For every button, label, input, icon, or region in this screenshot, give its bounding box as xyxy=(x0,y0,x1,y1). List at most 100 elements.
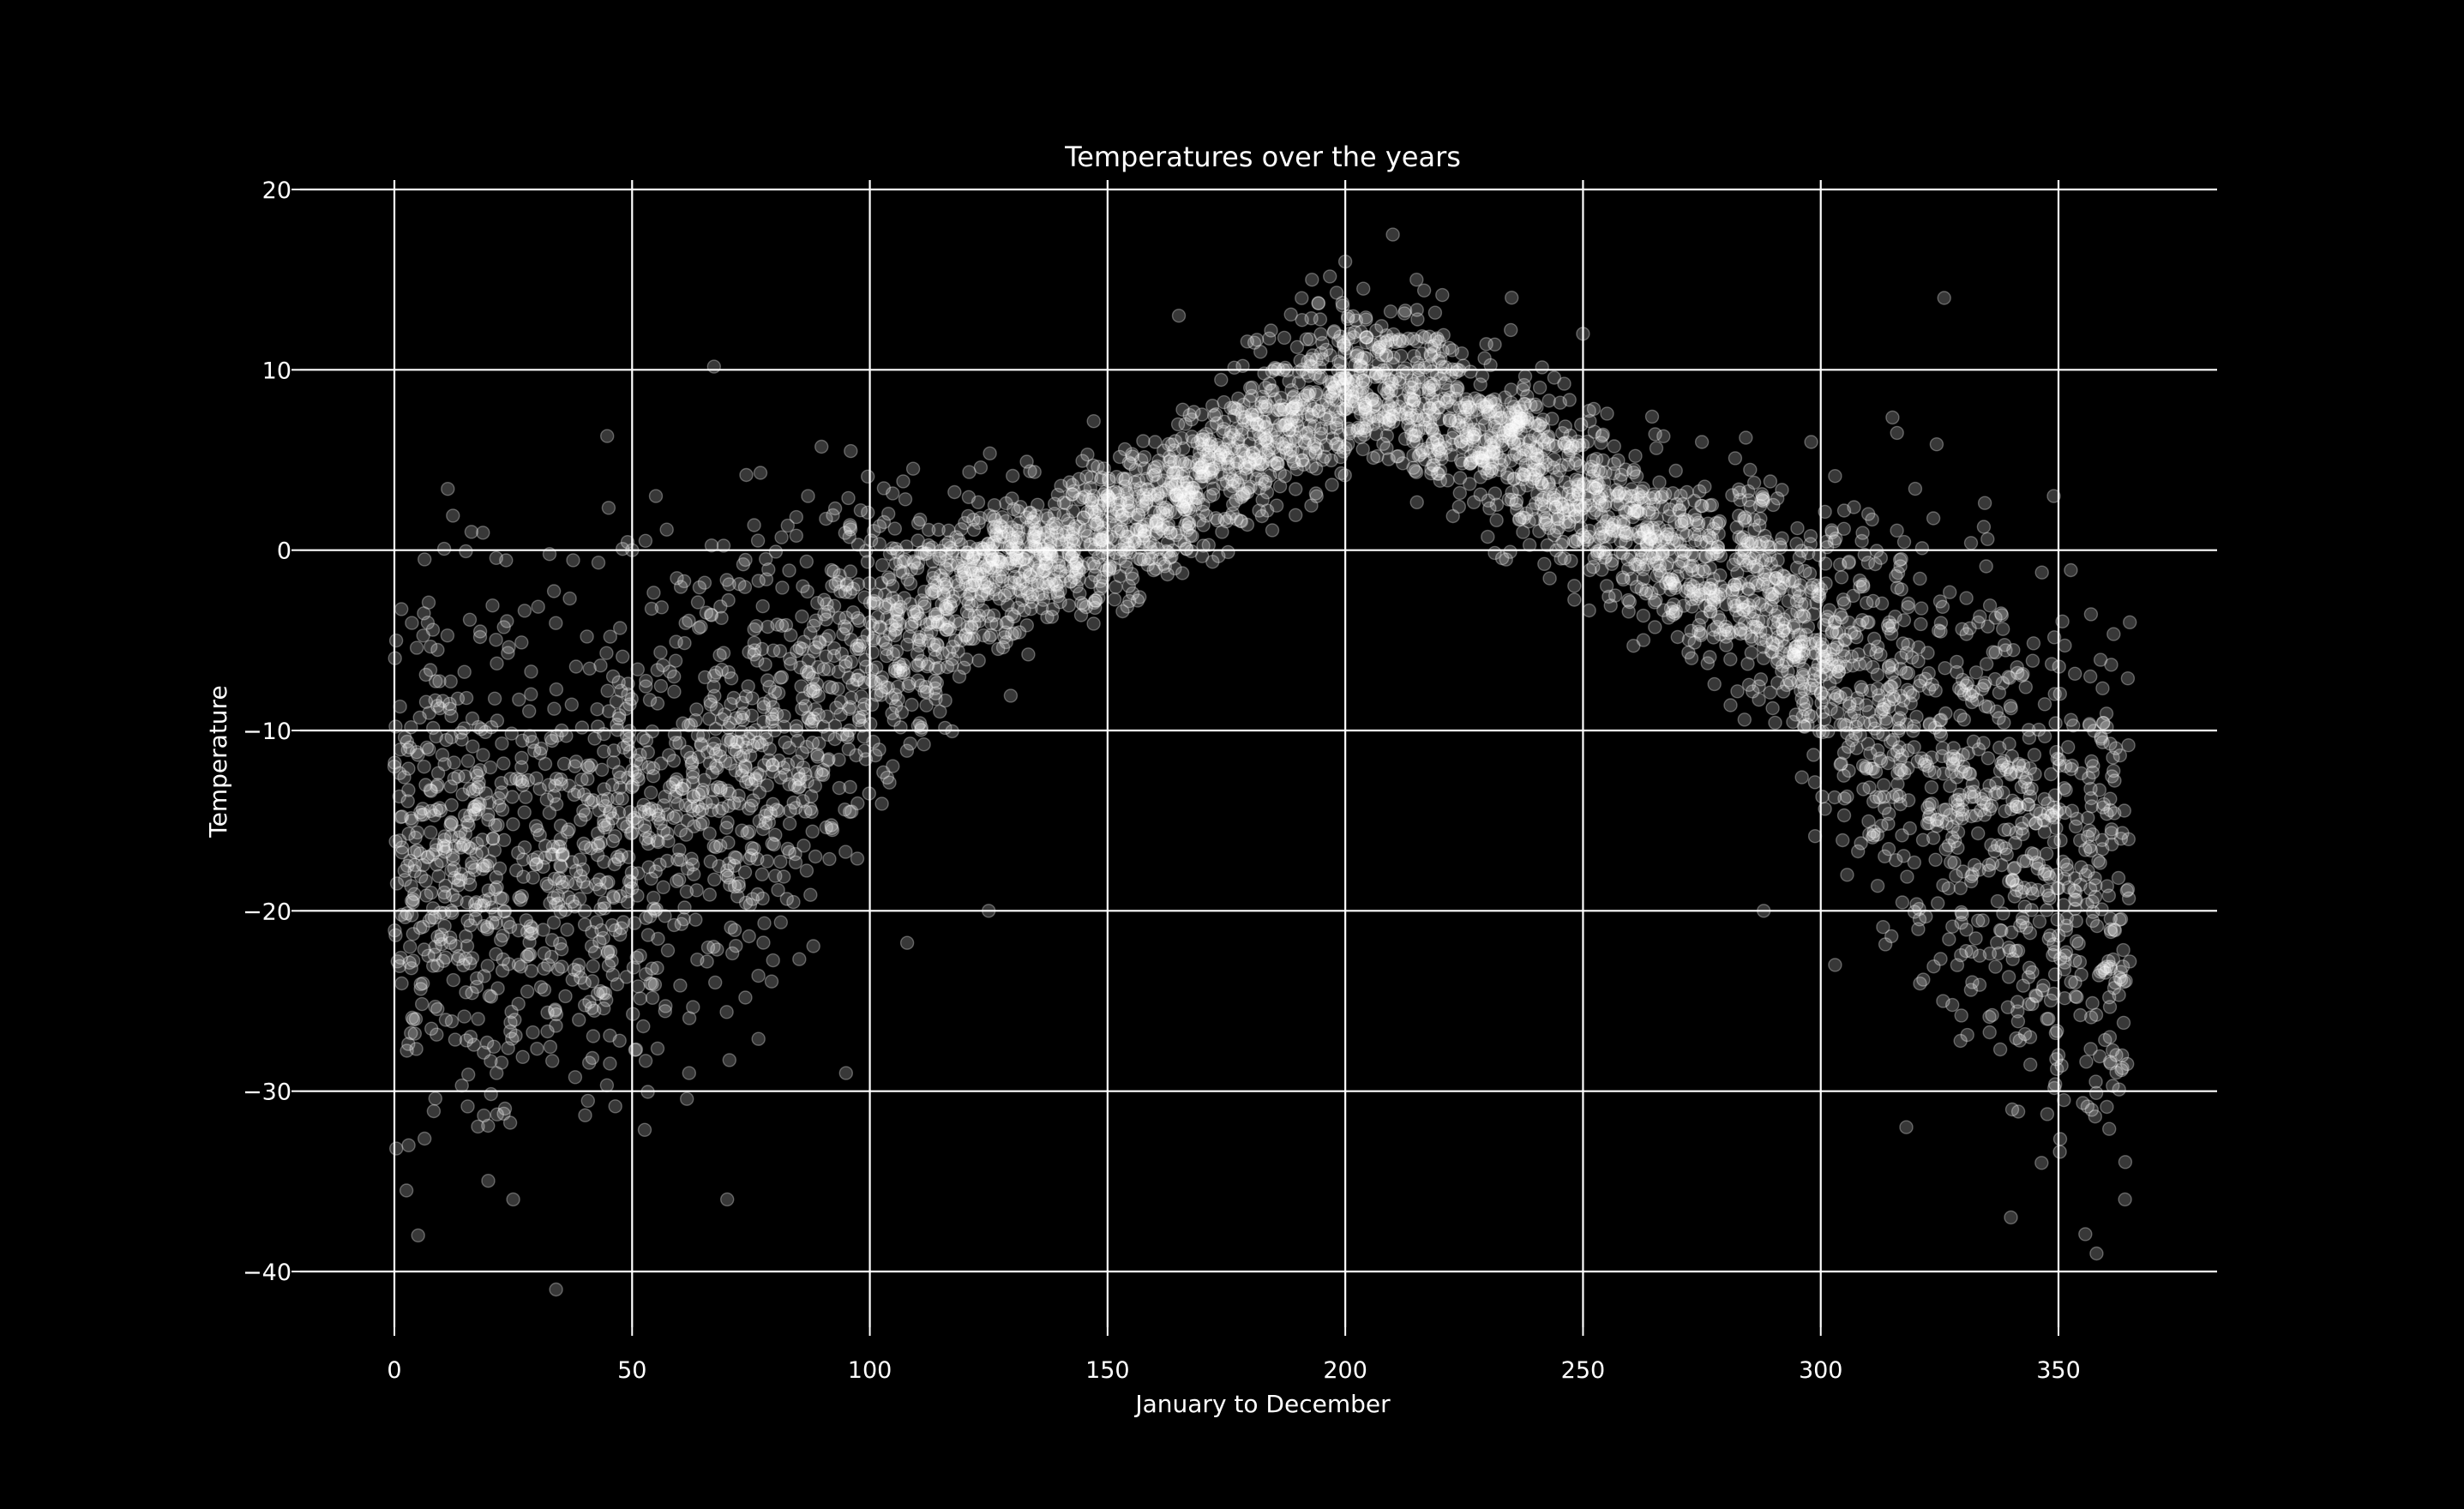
scatter-point xyxy=(1818,504,1832,520)
scatter-point xyxy=(1483,449,1499,464)
scatter-point xyxy=(1194,407,1210,422)
scatter-point xyxy=(668,790,682,804)
scatter-point xyxy=(1534,492,1549,508)
scatter-point xyxy=(401,783,416,797)
scatter-point xyxy=(926,637,941,652)
scatter-point xyxy=(429,803,444,817)
scatter-point xyxy=(945,652,960,666)
scatter-point xyxy=(861,469,875,484)
scatter-point xyxy=(606,890,621,905)
scatter-point xyxy=(1506,436,1522,451)
scatter-point xyxy=(1161,517,1176,532)
scatter-point xyxy=(1980,751,1996,766)
scatter-point xyxy=(2098,1032,2112,1048)
scatter-point xyxy=(2104,658,2118,672)
scatter-point xyxy=(1301,369,1316,383)
scatter-point xyxy=(1822,676,1837,691)
scatter-point xyxy=(957,660,971,675)
scatter-point xyxy=(1185,529,1199,544)
scatter-point xyxy=(690,728,706,742)
scatter-point xyxy=(484,1054,498,1068)
scatter-point xyxy=(1980,532,1995,546)
scatter-point xyxy=(1549,470,1565,484)
scatter-point xyxy=(1895,895,1910,910)
scatter-point xyxy=(1828,615,1842,629)
scatter-point xyxy=(654,600,669,615)
scatter-point xyxy=(428,999,442,1014)
scatter-point xyxy=(591,986,605,1001)
scatter-point xyxy=(1688,533,1703,548)
scatter-point xyxy=(2001,822,2016,837)
scatter-point xyxy=(1149,519,1163,533)
scatter-point xyxy=(1463,364,1478,379)
scatter-point xyxy=(1607,439,1622,454)
scatter-point xyxy=(1282,423,1296,437)
scatter-point xyxy=(1963,983,1979,997)
scatter-point xyxy=(1132,551,1146,566)
scatter-point xyxy=(2022,1057,2038,1072)
scatter-point xyxy=(430,766,446,780)
scatter-point xyxy=(889,594,904,609)
scatter-point xyxy=(1668,578,1682,593)
scatter-point xyxy=(2106,627,2121,641)
scatter-point xyxy=(990,551,1005,566)
scatter-point xyxy=(1233,470,1248,484)
scatter-point xyxy=(1186,434,1200,448)
scatter-point xyxy=(1136,434,1151,448)
scatter-point xyxy=(1730,566,1745,580)
scatter-point xyxy=(1914,541,1930,556)
scatter-point xyxy=(850,638,864,652)
scatter-point xyxy=(467,896,483,911)
scatter-point xyxy=(977,575,992,590)
scatter-point xyxy=(610,723,625,737)
scatter-point xyxy=(1992,740,2007,755)
scatter-point xyxy=(747,841,761,857)
scatter-point xyxy=(2101,1121,2117,1136)
scatter-point xyxy=(929,692,943,706)
scatter-point xyxy=(1841,739,1856,754)
scatter-point xyxy=(1438,360,1453,375)
scatter-point xyxy=(509,863,524,878)
scatter-point xyxy=(1038,551,1053,566)
scatter-point xyxy=(1611,453,1626,468)
scatter-point xyxy=(903,576,918,591)
scatter-point xyxy=(2122,954,2137,969)
scatter-point xyxy=(2078,843,2093,857)
scatter-point xyxy=(1687,635,1702,650)
scatter-point xyxy=(999,616,1014,630)
scatter-point xyxy=(1011,524,1026,538)
scatter-point xyxy=(727,796,742,810)
scatter-point xyxy=(2093,965,2108,979)
scatter-point xyxy=(1361,410,1377,425)
scatter-point xyxy=(1812,724,1827,738)
scatter-point xyxy=(1325,478,1339,492)
scatter-point xyxy=(543,1039,558,1055)
scatter-point xyxy=(778,735,792,749)
scatter-point xyxy=(806,618,821,633)
scatter-point xyxy=(1307,436,1322,452)
scatter-point xyxy=(564,697,579,712)
scatter-point xyxy=(641,760,656,775)
scatter-point xyxy=(2113,972,2129,987)
scatter-point xyxy=(2073,877,2088,893)
scatter-point xyxy=(1355,281,1371,296)
scatter-point xyxy=(1571,483,1585,498)
scatter-point xyxy=(1836,521,1852,536)
scatter-point xyxy=(501,915,515,930)
scatter-point xyxy=(2064,758,2079,773)
scatter-point xyxy=(1722,625,1737,640)
scatter-point xyxy=(1252,418,1266,432)
scatter-point xyxy=(580,772,595,786)
scatter-point xyxy=(1946,749,1961,764)
scatter-point xyxy=(1511,409,1526,424)
scatter-point xyxy=(1043,586,1058,600)
scatter-point xyxy=(430,1027,444,1042)
scatter-point xyxy=(1508,423,1523,437)
scatter-point xyxy=(1409,465,1424,479)
scatter-point xyxy=(2022,1030,2038,1044)
scatter-point xyxy=(423,783,437,797)
scatter-point xyxy=(1908,481,1923,496)
scatter-point xyxy=(506,817,520,832)
scatter-point xyxy=(658,909,672,923)
